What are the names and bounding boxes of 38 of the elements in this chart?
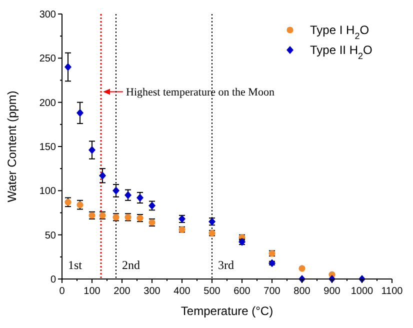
- x-tick-label: 1100: [381, 286, 404, 297]
- x-tick-label: 900: [324, 286, 341, 297]
- y-tick-label: 150: [39, 142, 56, 153]
- legend-label: Type I H$_{2}$O: [310, 23, 370, 41]
- point: [88, 146, 96, 154]
- x-tick-label: 200: [114, 286, 131, 297]
- point: [76, 202, 84, 208]
- point: [268, 259, 276, 268]
- annotation: 2nd: [122, 258, 140, 272]
- y-tick-label: 250: [39, 54, 56, 65]
- point: [112, 186, 120, 195]
- point: [76, 108, 84, 117]
- x-tick-label: 800: [294, 286, 311, 297]
- ref-line-label: Highest temperature on the Moon: [126, 86, 275, 99]
- annotation: 3rd: [218, 258, 234, 272]
- x-tick-label: 500: [204, 286, 221, 297]
- point: [64, 63, 72, 71]
- x-tick-label: 1000: [350, 286, 374, 297]
- x-tick-label: 0: [59, 286, 66, 297]
- y-tick-label: 50: [44, 230, 56, 242]
- x-tick-label: 100: [84, 286, 101, 297]
- x-axis-title: Temperature (°C): [180, 304, 274, 318]
- point: [124, 191, 132, 200]
- legend-label: Type II H$_{2}$O: [310, 43, 372, 61]
- y-tick-label: 100: [39, 186, 56, 198]
- point: [136, 194, 144, 202]
- x-tick-label: 300: [144, 286, 161, 297]
- point: [298, 265, 306, 272]
- y-tick-label: 300: [39, 10, 56, 20]
- x-tick-label: 600: [234, 286, 251, 297]
- y-tick-label: 0: [50, 274, 56, 286]
- y-tick-label: 200: [39, 98, 56, 109]
- x-tick-label: 400: [174, 286, 191, 297]
- annotation: 1st: [68, 258, 83, 272]
- y-axis-title: Water Content (ppm): [5, 90, 19, 202]
- point: [64, 198, 72, 206]
- x-tick-label: 700: [264, 286, 281, 297]
- point: [99, 172, 106, 180]
